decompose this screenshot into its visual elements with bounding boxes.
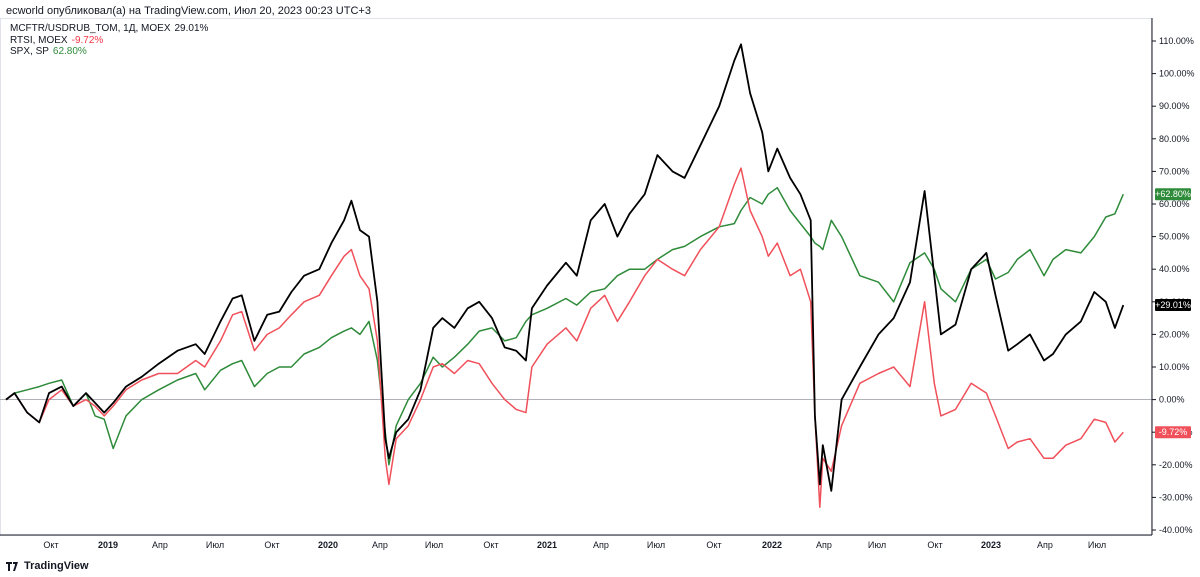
x-tick-label: Июл (1088, 540, 1106, 550)
x-tick-label: Апр (1037, 540, 1053, 550)
legend-value: 62.80% (52, 46, 87, 57)
y-tick-label: 100.00% (1159, 69, 1195, 79)
legend-symbol: MCFTR/USDRUB_TOM, 1Д, MOEX (10, 23, 171, 34)
x-tick-label: Окт (483, 540, 498, 550)
series-line-0 (5, 43, 1125, 492)
y-tick-label: -30.00% (1159, 492, 1193, 502)
series-line-2 (5, 186, 1124, 466)
x-tick-label: Апр (593, 540, 609, 550)
y-tick-label: 10.00% (1159, 362, 1190, 372)
x-tick-label: Апр (152, 540, 168, 550)
x-tick-label: Окт (264, 540, 279, 550)
x-tick-label: Июл (868, 540, 886, 550)
x-tick-label: Окт (706, 540, 721, 550)
plot-frame (0, 18, 1152, 536)
last-value-label-1: -9.72% (1155, 426, 1191, 439)
legend-value: 29.01% (174, 23, 209, 34)
x-tick-label: 2022 (762, 540, 782, 550)
x-tick-label: Апр (816, 540, 832, 550)
series-line-1 (5, 167, 1124, 508)
y-tick-label: 0.00% (1159, 395, 1185, 405)
x-tick-label: 2021 (537, 540, 557, 550)
publisher-line: ecworld опубликовал(а) на TradingView.co… (6, 5, 371, 17)
svg-text:+29.01%: +29.01% (1155, 300, 1191, 310)
tradingview-logo-text: TradingView (24, 560, 89, 572)
legend-item-spx[interactable]: SPX, SP 62.80% (10, 46, 208, 58)
legend-symbol: SPX, SP (10, 46, 49, 57)
y-tick-label: -40.00% (1159, 525, 1193, 535)
x-tick-label: Июл (206, 540, 224, 550)
x-tick-label: 2019 (98, 540, 118, 550)
x-tick-label: 2020 (318, 540, 338, 550)
y-tick-label: -20.00% (1159, 460, 1193, 470)
svg-text:-9.72%: -9.72% (1159, 427, 1188, 437)
last-value-label-0: +29.01% (1155, 299, 1191, 312)
x-tick-label: Окт (927, 540, 942, 550)
legend-value: -9.72% (71, 34, 104, 46)
y-tick-label: 40.00% (1159, 264, 1190, 274)
svg-text:+62.80%: +62.80% (1155, 189, 1191, 199)
legend-item-rtsi[interactable]: RTSI, MOEX -9.72% (10, 35, 208, 47)
tradingview-footer[interactable]: TradingView (6, 560, 89, 572)
y-tick-label: 80.00% (1159, 134, 1190, 144)
legend-symbol: RTSI, MOEX (10, 34, 68, 46)
x-tick-label: Окт (43, 540, 58, 550)
y-tick-label: 50.00% (1159, 232, 1190, 242)
last-value-label-2: +62.80% (1155, 188, 1191, 201)
legend-item-mcftr[interactable]: MCFTR/USDRUB_TOM, 1Д, MOEX 29.01% (10, 23, 208, 35)
x-tick-label: Апр (372, 540, 388, 550)
x-tick-label: Июл (425, 540, 443, 550)
y-tick-label: 70.00% (1159, 166, 1190, 176)
y-tick-label: 110.00% (1159, 36, 1194, 46)
tradingview-logo-icon (6, 561, 18, 571)
y-tick-label: 60.00% (1159, 199, 1190, 209)
x-tick-label: Июл (647, 540, 665, 550)
y-tick-label: 20.00% (1159, 329, 1190, 339)
y-tick-label: 90.00% (1159, 101, 1190, 111)
x-tick-label: 2023 (981, 540, 1001, 550)
legend: MCFTR/USDRUB_TOM, 1Д, MOEX 29.01% RTSI, M… (10, 23, 208, 58)
